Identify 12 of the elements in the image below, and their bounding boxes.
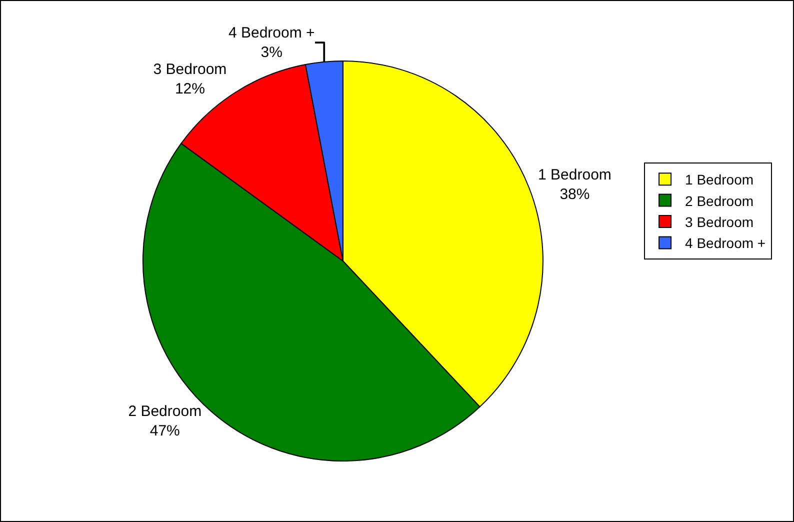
data-label: 47%: [150, 422, 180, 440]
legend-label: 3 Bedroom: [685, 214, 754, 230]
data-label: 38%: [560, 186, 590, 204]
legend-label: 1 Bedroom: [685, 172, 754, 188]
legend-label: 2 Bedroom: [685, 192, 754, 209]
slice-label: 3 Bedroom: [153, 60, 227, 78]
slice-label: 2 Bedroom: [128, 403, 202, 420]
data-label: 3%: [260, 44, 282, 61]
slice-label: 1 Bedroom: [538, 166, 612, 184]
slice-label: 4 Bedroom +: [228, 24, 316, 42]
data-label: 12%: [174, 80, 205, 98]
legend-label: 4 Bedroom +: [685, 235, 766, 252]
